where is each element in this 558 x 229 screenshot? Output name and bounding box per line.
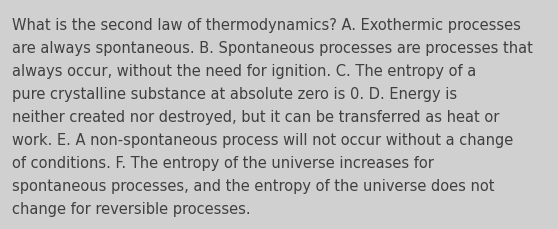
Text: spontaneous processes, and the entropy of the universe does not: spontaneous processes, and the entropy o… — [12, 178, 494, 193]
Text: always occur, without the need for ignition. C. The entropy of a: always occur, without the need for ignit… — [12, 64, 476, 79]
Text: pure crystalline substance at absolute zero is 0. D. Energy is: pure crystalline substance at absolute z… — [12, 87, 457, 101]
Text: of conditions. F. The entropy of the universe increases for: of conditions. F. The entropy of the uni… — [12, 155, 434, 170]
Text: work. E. A non-spontaneous process will not occur without a change: work. E. A non-spontaneous process will … — [12, 132, 513, 147]
Text: are always spontaneous. B. Spontaneous processes are processes that: are always spontaneous. B. Spontaneous p… — [12, 41, 533, 56]
Text: neither created nor destroyed, but it can be transferred as heat or: neither created nor destroyed, but it ca… — [12, 109, 499, 124]
Text: change for reversible processes.: change for reversible processes. — [12, 201, 251, 216]
Text: What is the second law of thermodynamics? A. Exothermic processes: What is the second law of thermodynamics… — [12, 18, 521, 33]
